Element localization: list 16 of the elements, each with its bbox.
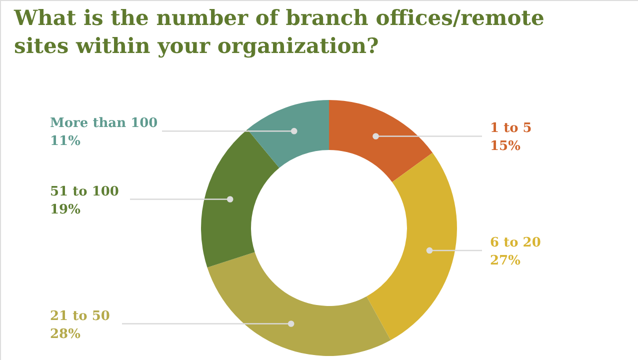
donut-slice <box>247 100 329 168</box>
data-label: 15% <box>490 139 522 154</box>
slice-label: More than 100 <box>50 116 158 132</box>
data-label: 27% <box>490 253 522 268</box>
slice-label: 6 to 20 <box>490 235 541 250</box>
donut-slice <box>201 129 280 268</box>
chart-title: What is the number of branch offices/remote sites within your organization? <box>13 5 544 58</box>
donut-slice <box>329 100 433 182</box>
slice-label: 21 to 50 <box>50 308 110 324</box>
data-label: 19% <box>50 202 82 218</box>
slice-label: 51 to 100 <box>50 184 119 200</box>
donut-slice <box>366 152 457 340</box>
donut-slice <box>207 252 391 356</box>
slice-label: 1 to 5 <box>490 121 532 136</box>
data-label: 28% <box>50 326 82 342</box>
data-label: 11% <box>50 134 82 150</box>
